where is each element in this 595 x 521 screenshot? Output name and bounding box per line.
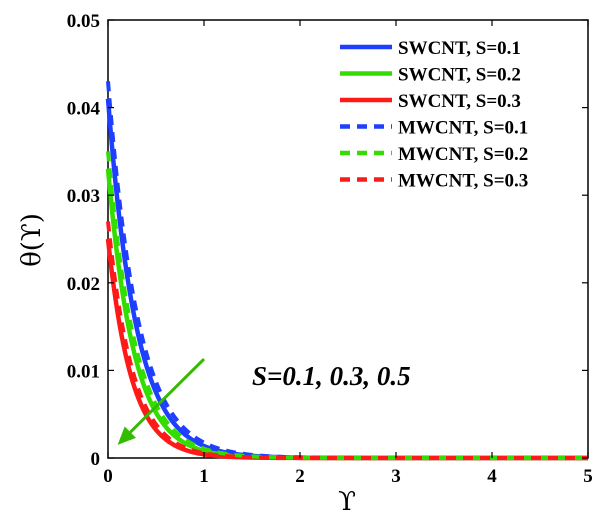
legend-label-4: MWCNT, S=0.1 bbox=[398, 118, 528, 139]
x-tick-label: 1 bbox=[199, 466, 209, 487]
x-tick-label: 2 bbox=[295, 466, 305, 487]
legend-label-2: SWCNT, S=0.2 bbox=[398, 65, 521, 86]
y-tick-label: 0 bbox=[91, 449, 101, 470]
x-tick-label: 4 bbox=[487, 466, 497, 487]
legend-label-1: SWCNT, S=0.1 bbox=[398, 38, 521, 59]
x-tick-label: 5 bbox=[583, 466, 593, 487]
annotation-text: S=0.1, 0.3, 0.5 bbox=[252, 361, 411, 391]
y-tick-label: 0.05 bbox=[67, 11, 100, 32]
x-tick-label: 3 bbox=[391, 466, 401, 487]
annotation: S=0.1, 0.3, 0.5 bbox=[117, 357, 411, 445]
legend-label-5: MWCNT, S=0.2 bbox=[398, 144, 528, 165]
legend-label-6: MWCNT, S=0.3 bbox=[398, 171, 528, 192]
y-tick-label: 0.02 bbox=[67, 274, 100, 295]
y-axis-label: θ(ϒ) bbox=[17, 213, 47, 267]
annotation-arrow bbox=[129, 357, 206, 434]
annotation-arrow-head bbox=[117, 426, 137, 445]
series-line-5 bbox=[106, 151, 588, 460]
plot-area bbox=[107, 19, 589, 459]
y-tick-label: 0.01 bbox=[67, 361, 100, 382]
legend-label-3: SWCNT, S=0.3 bbox=[398, 91, 521, 112]
x-axis-label: ϒ bbox=[338, 487, 356, 517]
axis-ticks: 0 1 2 3 4 5 0 0.01 0.02 0.03 0.04 0.05 bbox=[67, 11, 593, 487]
x-tick-label: 0 bbox=[103, 466, 113, 487]
y-tick-label: 0.04 bbox=[67, 99, 101, 120]
y-tick-label: 0.03 bbox=[67, 186, 100, 207]
series-line-6 bbox=[106, 221, 588, 460]
legend: SWCNT, S=0.1 SWCNT, S=0.2 SWCNT, S=0.3 MWCN… bbox=[340, 38, 528, 192]
data-lines bbox=[105, 81, 588, 461]
